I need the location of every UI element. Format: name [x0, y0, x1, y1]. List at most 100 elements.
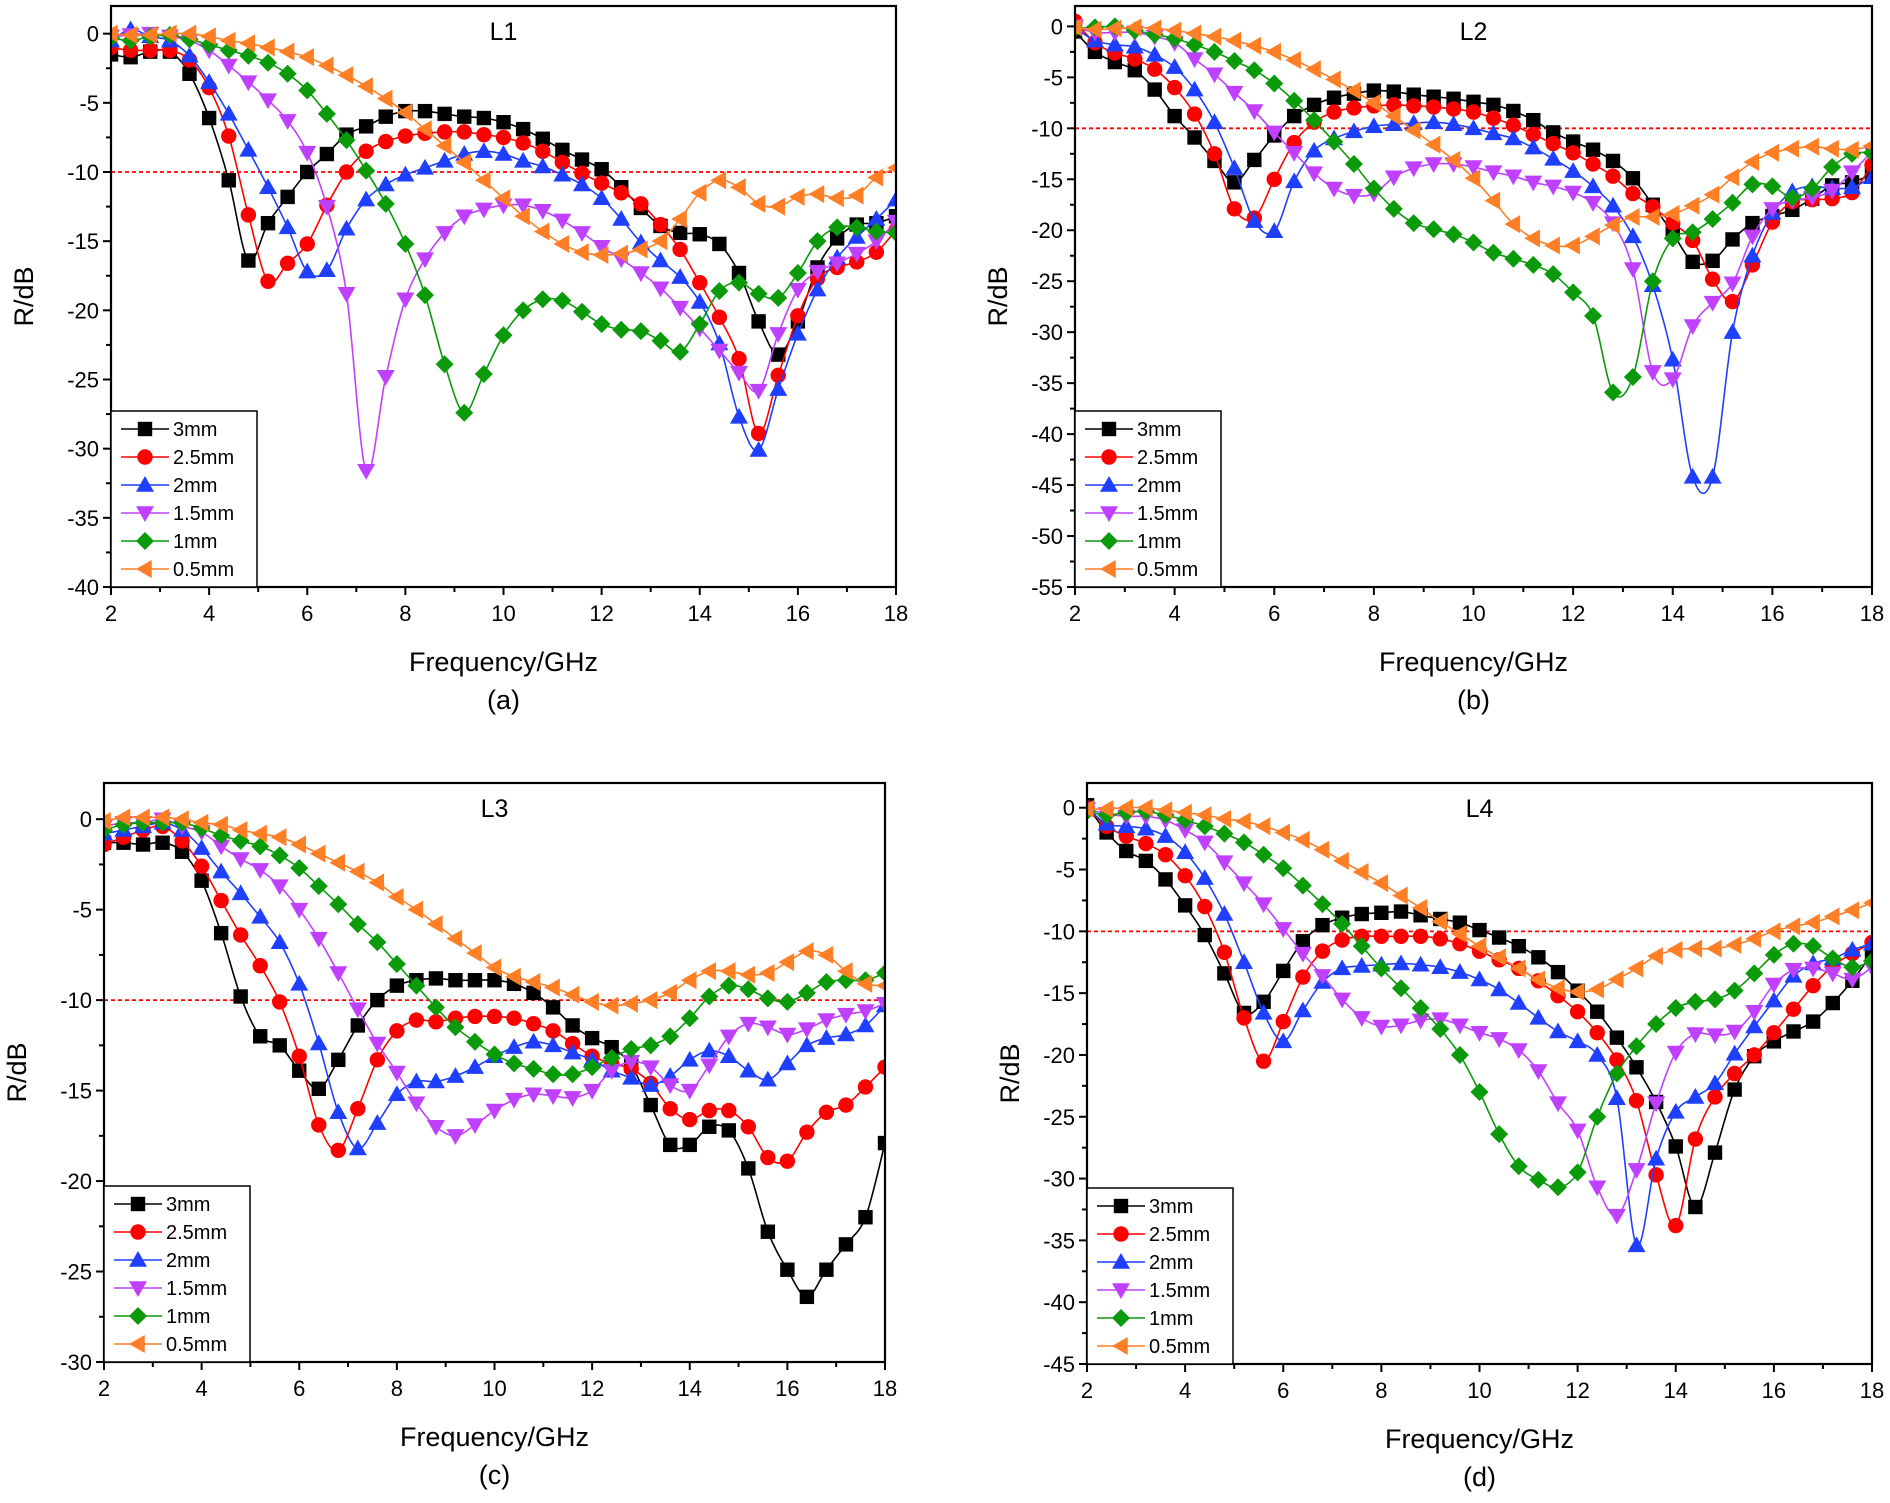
y-tick-label: -15: [1031, 167, 1063, 192]
data-point-2.5mm: [350, 1100, 366, 1117]
data-point-1mm: [1588, 1107, 1607, 1126]
data-point-2.5mm: [260, 273, 276, 289]
data-point-3mm: [1805, 1014, 1821, 1029]
data-point-2.5mm: [389, 1023, 405, 1039]
legend-box: [1086, 1187, 1234, 1365]
data-point-2.5mm: [799, 1124, 815, 1140]
data-point-0.5mm: [1509, 959, 1526, 978]
data-point-2mm: [1723, 323, 1742, 339]
data-point-2.5mm: [142, 42, 158, 58]
data-point-0.5mm: [544, 978, 560, 997]
legend-item-3mm: 3mm: [114, 1194, 210, 1216]
x-tick-label: 10: [491, 601, 515, 626]
data-point-1.5mm: [769, 327, 788, 343]
data-point-1mm: [690, 315, 709, 334]
data-point-2mm: [1568, 1032, 1587, 1049]
data-point-2.5mm: [1569, 1003, 1586, 1020]
data-point-1.5mm: [1607, 1208, 1626, 1225]
data-point-1mm: [1372, 959, 1391, 978]
data-point-1mm: [1404, 214, 1423, 233]
data-point-1mm: [329, 895, 348, 914]
data-point-0.5mm: [1195, 806, 1212, 825]
data-point-0.5mm: [1333, 851, 1349, 870]
data-point-3mm: [467, 973, 483, 988]
data-point-2mm: [1470, 970, 1489, 987]
data-point-1mm: [661, 1027, 680, 1046]
data-point-0.5mm: [1683, 196, 1700, 215]
data-point-2mm: [573, 175, 591, 192]
y-tick-label: -5: [1055, 858, 1075, 883]
data-point-1mm: [1484, 243, 1503, 262]
data-point-0.5mm: [357, 77, 373, 96]
data-point-2.5mm: [467, 1008, 483, 1025]
data-point-2.5mm: [1625, 185, 1641, 202]
data-point-1mm: [1603, 383, 1622, 402]
data-point-0.5mm: [1643, 207, 1660, 226]
data-point-2.5mm: [1226, 201, 1243, 217]
data-point-3mm: [1158, 872, 1173, 887]
legend-label: 1.5mm: [1137, 503, 1198, 525]
data-point-2.5mm: [740, 1119, 757, 1135]
data-point-2.5mm: [721, 1102, 737, 1119]
data-point-1mm: [278, 64, 297, 83]
legend: 3mm 2.5mm 2mm 1.5mm 1mm 0.5mm: [1086, 1187, 1234, 1365]
data-point-0.5mm: [641, 991, 658, 1010]
data-point-3mm: [155, 835, 170, 850]
data-point-2mm: [1607, 1089, 1626, 1105]
x-tick-label: 8: [1375, 1378, 1387, 1403]
data-point-2mm: [1305, 141, 1324, 158]
data-point-1.5mm: [298, 145, 317, 162]
legend-item-1mm: 1mm: [1085, 531, 1181, 553]
legend-label: 0.5mm: [173, 559, 234, 581]
legend-item-1.5mm: 1.5mm: [1085, 503, 1198, 525]
data-point-3mm: [535, 131, 550, 146]
data-point-3mm: [1531, 950, 1546, 965]
legend-item-2mm: 2mm: [1097, 1252, 1193, 1274]
data-point-2.5mm: [378, 133, 394, 150]
data-point-1mm: [710, 281, 729, 300]
data-point-2mm: [1663, 350, 1682, 367]
data-point-1mm: [1225, 52, 1244, 71]
data-point-0.5mm: [583, 992, 599, 1011]
data-point-1.5mm: [1524, 175, 1543, 192]
data-point-0.5mm: [1843, 140, 1859, 159]
data-point-1.5mm: [231, 852, 250, 868]
data-point-0.5mm: [485, 958, 502, 977]
data-point-0.5mm: [192, 813, 209, 832]
data-point-3mm: [545, 1000, 561, 1015]
data-point-1mm: [602, 1049, 621, 1068]
data-point-2.5mm: [1157, 846, 1174, 863]
data-point-1.5mm: [416, 252, 434, 269]
data-point-3mm: [643, 1097, 658, 1113]
data-point-3mm: [1629, 1060, 1644, 1075]
data-point-2mm: [1265, 222, 1284, 239]
data-point-1.5mm: [1254, 897, 1273, 914]
data-point-3mm: [1864, 166, 1872, 182]
panel-caption: (d): [1463, 1462, 1496, 1492]
data-point-0.5mm: [1225, 31, 1242, 50]
data-point-1.5mm: [1185, 52, 1204, 69]
x-tick-label: 18: [884, 601, 908, 626]
legend-marker-square-icon: [1101, 421, 1117, 437]
data-point-2mm: [474, 142, 493, 158]
data-point-2mm: [1344, 122, 1363, 139]
legend-label: 0.5mm: [166, 1334, 227, 1356]
data-point-1mm: [1663, 229, 1682, 248]
data-point-3mm: [1864, 946, 1872, 961]
data-point-0.5mm: [1823, 907, 1840, 926]
y-tick-label: -30: [1043, 1167, 1075, 1192]
data-point-0.5mm: [876, 980, 885, 991]
data-point-1mm: [1254, 845, 1273, 864]
data-point-1.5mm: [1588, 1180, 1607, 1197]
legend-marker-triangle-down-icon: [129, 1281, 147, 1297]
x-tick-label: 18: [1860, 601, 1884, 626]
data-point-2.5mm: [1485, 110, 1502, 126]
panel-title: L4: [1466, 795, 1494, 823]
y-tick-label: -45: [1043, 1352, 1075, 1377]
legend-label: 2.5mm: [1137, 447, 1198, 469]
data-point-1.5mm: [1823, 183, 1842, 200]
data-point-1.5mm: [719, 1029, 738, 1046]
data-point-1.5mm: [836, 1007, 855, 1024]
data-point-0.5mm: [231, 821, 248, 840]
data-point-1mm: [348, 915, 367, 934]
